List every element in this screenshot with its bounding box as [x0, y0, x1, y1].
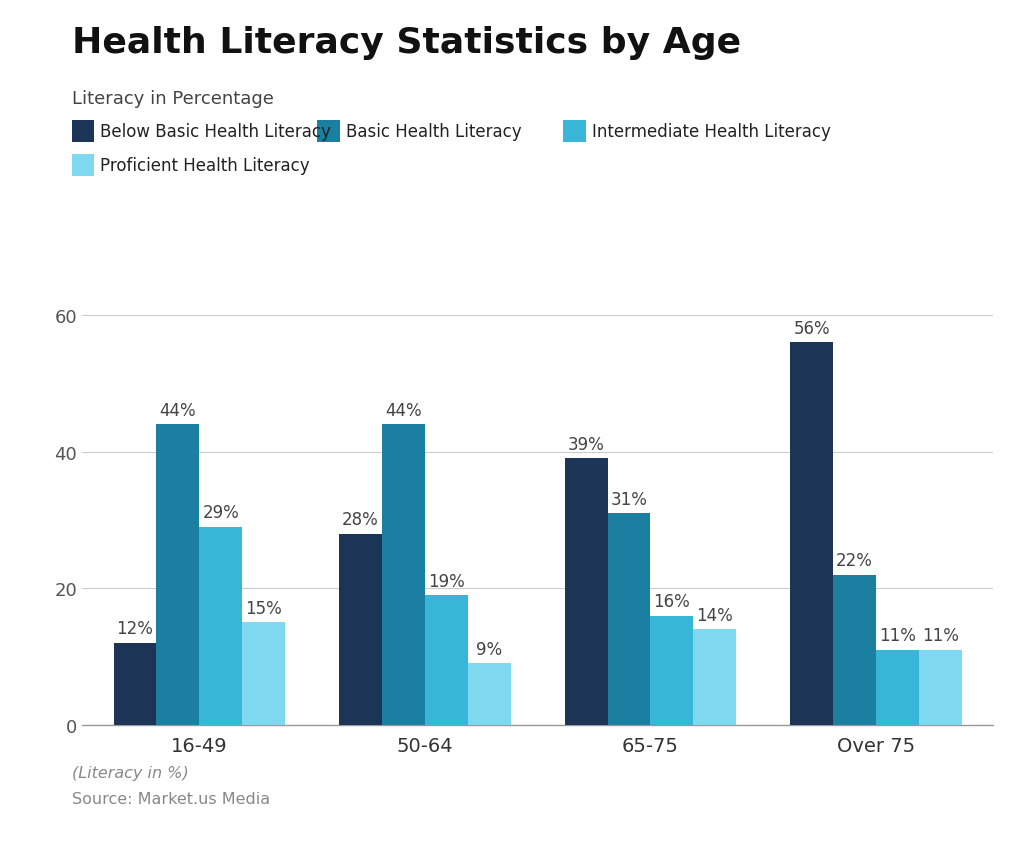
Bar — [650, 616, 693, 725]
Bar — [693, 630, 736, 725]
Text: 28%: 28% — [342, 511, 379, 529]
Bar — [876, 650, 919, 725]
Text: Proficient Health Literacy: Proficient Health Literacy — [100, 156, 310, 175]
Bar — [834, 575, 876, 725]
Text: 22%: 22% — [837, 552, 873, 570]
Bar — [607, 514, 650, 725]
Text: Source: Market.us Media: Source: Market.us Media — [72, 791, 269, 806]
Text: 39%: 39% — [567, 436, 604, 454]
Text: 16%: 16% — [653, 593, 690, 611]
Bar — [242, 623, 285, 725]
Text: 44%: 44% — [385, 402, 422, 420]
Text: 19%: 19% — [428, 572, 465, 590]
Text: 12%: 12% — [117, 620, 154, 638]
Bar — [564, 459, 607, 725]
Bar — [157, 425, 200, 725]
Text: Health Literacy Statistics by Age: Health Literacy Statistics by Age — [72, 26, 740, 60]
Text: 9%: 9% — [476, 641, 502, 659]
Text: 31%: 31% — [610, 490, 647, 508]
Bar — [114, 643, 157, 725]
Bar — [791, 343, 834, 725]
Text: 29%: 29% — [203, 504, 239, 522]
Text: Below Basic Health Literacy: Below Basic Health Literacy — [100, 122, 331, 141]
Bar — [468, 664, 511, 725]
Text: 15%: 15% — [245, 600, 282, 618]
Bar — [339, 534, 382, 725]
Text: 14%: 14% — [696, 606, 733, 624]
Bar — [919, 650, 962, 725]
Text: 11%: 11% — [879, 627, 915, 645]
Text: Intermediate Health Literacy: Intermediate Health Literacy — [592, 122, 830, 141]
Text: Basic Health Literacy: Basic Health Literacy — [346, 122, 522, 141]
Text: 44%: 44% — [160, 402, 197, 420]
Text: Literacy in Percentage: Literacy in Percentage — [72, 90, 273, 107]
Text: 56%: 56% — [794, 320, 830, 338]
Bar — [382, 425, 425, 725]
Text: (Literacy in %): (Literacy in %) — [72, 765, 188, 780]
Bar — [200, 527, 242, 725]
Bar — [425, 595, 468, 725]
Text: 11%: 11% — [922, 627, 958, 645]
